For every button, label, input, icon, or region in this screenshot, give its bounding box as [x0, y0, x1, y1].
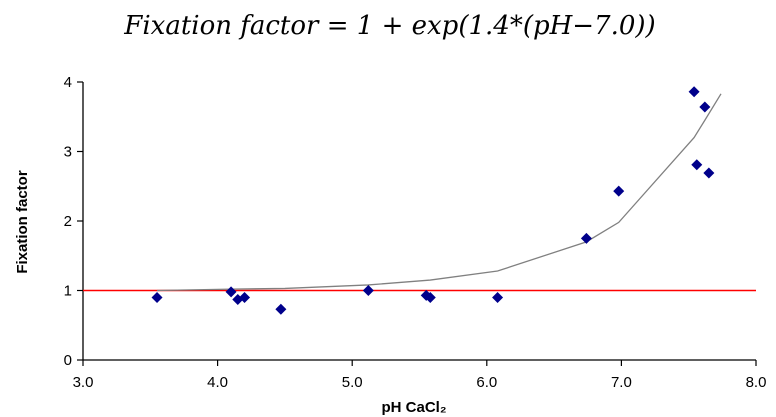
fit-curve: [157, 93, 722, 292]
data-point: [151, 291, 163, 303]
data-point: [688, 86, 700, 98]
data-point: [580, 232, 592, 244]
y-tick-label: 0: [64, 352, 72, 369]
x-ticks: 3.0 4.0 5.0 6.0 7.0 8.0: [73, 360, 767, 391]
x-tick-label: 5.0: [342, 374, 363, 391]
y-tick-label: 3: [64, 144, 72, 161]
data-point: [699, 101, 711, 113]
data-point: [424, 291, 436, 303]
chart-title: Fixation factor = 1 + exp(1.4*(pH−7.0)): [123, 11, 655, 41]
data-point: [613, 185, 625, 197]
y-axis-title: Fixation factor: [14, 170, 31, 274]
data-point: [275, 303, 287, 315]
x-tick-label: 6.0: [476, 374, 497, 391]
y-tick-label: 2: [64, 213, 72, 230]
data-point: [239, 291, 251, 303]
x-tick-label: 3.0: [73, 374, 94, 391]
x-tick-label: 8.0: [746, 374, 767, 391]
data-point: [225, 286, 237, 298]
data-point: [691, 159, 703, 171]
y-ticks: 0 1 2 3 4: [64, 74, 83, 369]
data-point: [362, 285, 374, 296]
data-point: [703, 167, 715, 179]
y-tick-label: 4: [64, 74, 72, 91]
x-tick-label: 4.0: [207, 374, 228, 391]
data-points: [151, 86, 715, 315]
data-point: [492, 291, 504, 303]
y-tick-label: 1: [64, 283, 72, 300]
x-tick-label: 7.0: [611, 374, 632, 391]
x-axis-title: pH CaCl₂: [381, 399, 446, 416]
